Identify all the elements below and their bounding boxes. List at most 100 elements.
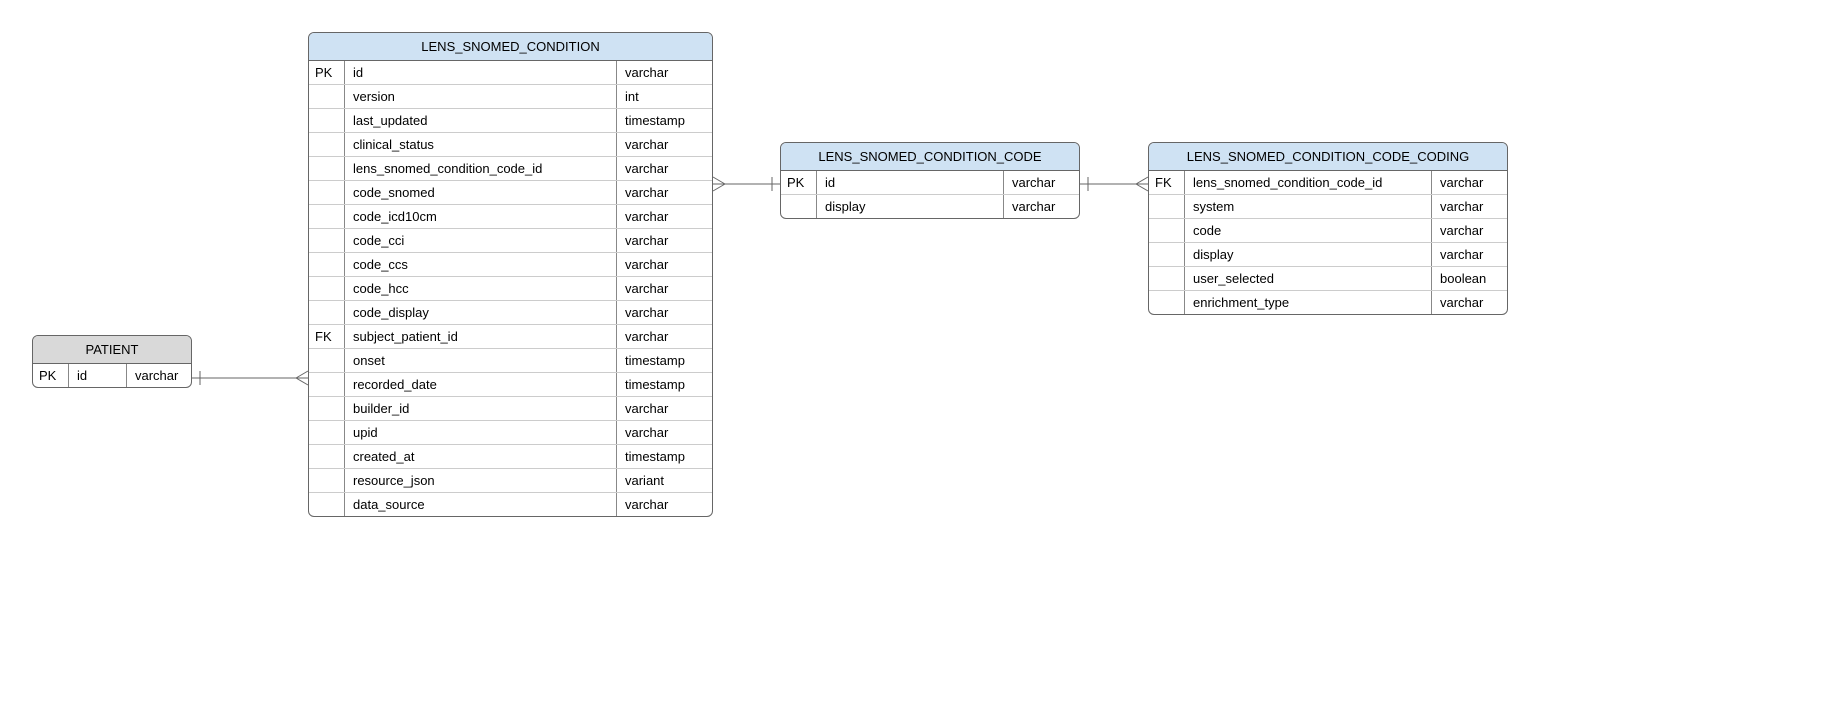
col-key	[309, 181, 345, 204]
entity-condition: LENS_SNOMED_CONDITION PKidvarchar versio…	[308, 32, 713, 517]
table-row: PKidvarchar	[309, 61, 712, 85]
col-type: timestamp	[617, 109, 712, 132]
col-name: clinical_status	[345, 133, 617, 156]
relationship-connectors	[0, 0, 1840, 728]
col-type: varchar	[617, 277, 712, 300]
table-row: recorded_datetimestamp	[309, 373, 712, 397]
table-row: code_hccvarchar	[309, 277, 712, 301]
table-row: code_icd10cmvarchar	[309, 205, 712, 229]
col-name: code_snomed	[345, 181, 617, 204]
table-row: versionint	[309, 85, 712, 109]
table-row: upidvarchar	[309, 421, 712, 445]
col-type: varchar	[617, 493, 712, 516]
table-row: PKidvarchar	[781, 171, 1079, 195]
col-name: code_cci	[345, 229, 617, 252]
col-type: varchar	[617, 157, 712, 180]
col-key	[1149, 243, 1185, 266]
entity-patient-header: PATIENT	[33, 336, 191, 364]
entity-condition-code: LENS_SNOMED_CONDITION_CODE PKidvarchar d…	[780, 142, 1080, 219]
table-row: created_attimestamp	[309, 445, 712, 469]
table-row: code_ccivarchar	[309, 229, 712, 253]
col-type: varchar	[1432, 171, 1507, 194]
entity-condition-header: LENS_SNOMED_CONDITION	[309, 33, 712, 61]
col-type: int	[617, 85, 712, 108]
table-row: last_updatedtimestamp	[309, 109, 712, 133]
col-key: FK	[1149, 171, 1185, 194]
col-type: timestamp	[617, 349, 712, 372]
col-key: PK	[781, 171, 817, 194]
col-key	[309, 493, 345, 516]
col-type: varchar	[617, 181, 712, 204]
col-key	[1149, 267, 1185, 290]
col-type: varchar	[617, 133, 712, 156]
col-key	[1149, 195, 1185, 218]
col-type: varchar	[617, 253, 712, 276]
col-key	[1149, 219, 1185, 242]
col-type: varchar	[1004, 171, 1079, 194]
col-key	[309, 421, 345, 444]
col-key	[309, 469, 345, 492]
col-key	[309, 301, 345, 324]
col-type: varchar	[1432, 243, 1507, 266]
table-row: PK id varchar	[33, 364, 191, 387]
col-type: boolean	[1432, 267, 1507, 290]
col-name: upid	[345, 421, 617, 444]
table-row: codevarchar	[1149, 219, 1507, 243]
col-name: id	[69, 364, 127, 387]
col-key	[309, 349, 345, 372]
col-key: PK	[33, 364, 69, 387]
table-row: resource_jsonvariant	[309, 469, 712, 493]
col-name: lens_snomed_condition_code_id	[1185, 171, 1432, 194]
col-type: varchar	[617, 421, 712, 444]
table-row: builder_idvarchar	[309, 397, 712, 421]
col-type: varchar	[617, 205, 712, 228]
col-type: timestamp	[617, 445, 712, 468]
col-name: enrichment_type	[1185, 291, 1432, 314]
table-row: FKsubject_patient_idvarchar	[309, 325, 712, 349]
entity-condition-code-header: LENS_SNOMED_CONDITION_CODE	[781, 143, 1079, 171]
table-row: displayvarchar	[1149, 243, 1507, 267]
col-name: code_hcc	[345, 277, 617, 300]
col-name: resource_json	[345, 469, 617, 492]
col-name: subject_patient_id	[345, 325, 617, 348]
col-name: code	[1185, 219, 1432, 242]
col-name: created_at	[345, 445, 617, 468]
col-key	[309, 373, 345, 396]
col-key	[309, 229, 345, 252]
col-type: varchar	[1432, 219, 1507, 242]
col-type: varchar	[1432, 291, 1507, 314]
entity-condition-code-coding: LENS_SNOMED_CONDITION_CODE_CODING FKlens…	[1148, 142, 1508, 315]
table-row: code_displayvarchar	[309, 301, 712, 325]
col-name: display	[817, 195, 1004, 218]
table-row: lens_snomed_condition_code_idvarchar	[309, 157, 712, 181]
col-type: varchar	[617, 229, 712, 252]
table-row: onsettimestamp	[309, 349, 712, 373]
table-row: user_selectedboolean	[1149, 267, 1507, 291]
col-key	[309, 277, 345, 300]
col-key: PK	[309, 61, 345, 84]
col-name: id	[817, 171, 1004, 194]
col-name: display	[1185, 243, 1432, 266]
entity-condition-code-coding-header: LENS_SNOMED_CONDITION_CODE_CODING	[1149, 143, 1507, 171]
table-row: displayvarchar	[781, 195, 1079, 218]
table-row: code_snomedvarchar	[309, 181, 712, 205]
col-type: varchar	[617, 397, 712, 420]
col-name: system	[1185, 195, 1432, 218]
table-row: data_sourcevarchar	[309, 493, 712, 516]
col-type: varchar	[617, 301, 712, 324]
col-type: varchar	[1004, 195, 1079, 218]
col-name: version	[345, 85, 617, 108]
col-key	[781, 195, 817, 218]
col-type: variant	[617, 469, 712, 492]
table-row: code_ccsvarchar	[309, 253, 712, 277]
col-name: user_selected	[1185, 267, 1432, 290]
col-key	[309, 397, 345, 420]
col-name: recorded_date	[345, 373, 617, 396]
col-name: builder_id	[345, 397, 617, 420]
col-key	[309, 109, 345, 132]
col-type: timestamp	[617, 373, 712, 396]
col-name: code_display	[345, 301, 617, 324]
col-key	[309, 85, 345, 108]
col-key	[309, 205, 345, 228]
col-key	[309, 157, 345, 180]
